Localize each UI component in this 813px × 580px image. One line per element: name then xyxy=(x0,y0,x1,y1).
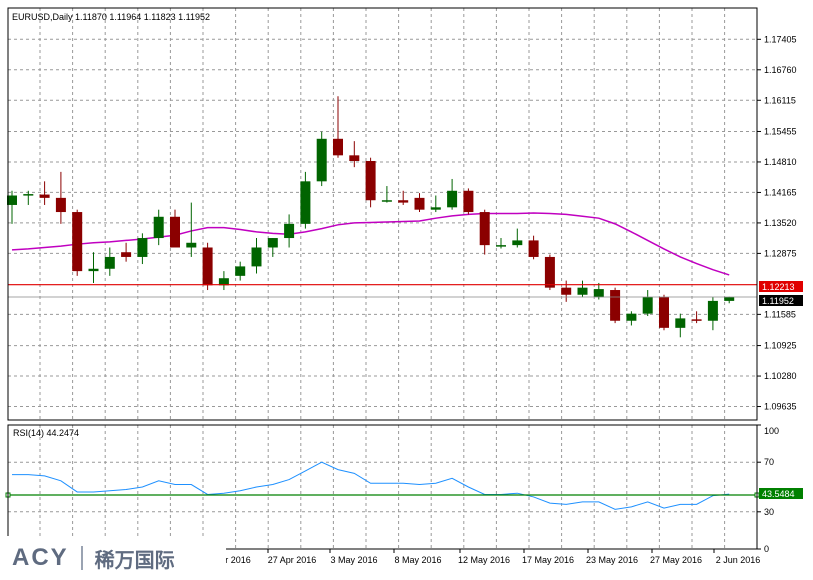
candle-body xyxy=(137,238,148,257)
candle-body xyxy=(333,138,343,156)
candle-body xyxy=(153,216,164,239)
candle-body xyxy=(528,240,539,257)
moving-average-line xyxy=(11,212,730,276)
candle-body xyxy=(707,300,718,321)
candle-body xyxy=(7,195,17,205)
candle-body xyxy=(235,266,246,276)
rsi-tick-label: 70 xyxy=(764,457,774,467)
candle-body xyxy=(593,289,604,298)
candle-body xyxy=(577,287,588,295)
broker-logo: ACY 稀万国际 xyxy=(0,536,226,580)
candle-body xyxy=(121,252,132,257)
candle-body xyxy=(512,240,523,246)
current-price-tag xyxy=(759,295,803,306)
price-tick-label: 1.13520 xyxy=(764,218,797,228)
rsi-tick-label: 0 xyxy=(764,544,769,554)
price-tick-label: 1.14165 xyxy=(764,187,797,197)
candle-body xyxy=(544,256,555,288)
candle-body xyxy=(659,297,669,328)
candle-body xyxy=(479,212,490,246)
time-tick-label: 23 May 2016 xyxy=(586,555,638,565)
price-tick-label: 1.10925 xyxy=(764,341,797,351)
candle-body xyxy=(104,256,115,269)
candle-body xyxy=(398,200,409,203)
price-tick-label: 1.09635 xyxy=(764,402,797,412)
logo-separator xyxy=(80,546,83,570)
candle-body xyxy=(316,138,327,182)
candle-body xyxy=(251,247,262,267)
moving-average-layer xyxy=(11,212,730,276)
price-tick-label: 1.10280 xyxy=(764,371,797,381)
candle-body xyxy=(642,297,653,314)
candle-body xyxy=(381,200,392,202)
logo-brand: ACY xyxy=(12,544,69,571)
time-tick-label: r 2016 xyxy=(225,555,251,565)
candle-body xyxy=(55,197,66,213)
price-tick-label: 1.11585 xyxy=(764,309,796,319)
rsi-tick-label: 30 xyxy=(764,507,774,517)
price-tick-label: 1.17405 xyxy=(764,34,797,44)
candle-body xyxy=(561,287,572,295)
price-tick-label: 1.12875 xyxy=(764,248,797,258)
candle-body xyxy=(496,245,506,247)
candle-body xyxy=(39,194,50,198)
candle-body xyxy=(23,194,34,196)
rsi-level-tag xyxy=(759,488,803,499)
candle-body xyxy=(610,290,621,321)
candle-body xyxy=(88,268,99,272)
candle-body xyxy=(430,207,441,210)
price-tick-label: 1.16760 xyxy=(764,65,797,75)
level-price-tag xyxy=(759,281,803,292)
candle-body xyxy=(675,318,686,328)
time-axis: r 2016 27 Apr 2016 3 May 2016 8 May 2016 12 … xyxy=(213,549,761,565)
rsi-grid xyxy=(8,425,757,549)
candle-body xyxy=(447,190,458,208)
main-grid xyxy=(8,8,757,420)
level-price-label: 1.12213 xyxy=(762,282,795,292)
time-tick-label: 2 Jun 2016 xyxy=(716,555,761,565)
main-panel-frame xyxy=(7,7,758,421)
candle-body xyxy=(463,190,474,213)
candle-body xyxy=(724,297,735,301)
candle-body xyxy=(300,181,311,224)
candle-body xyxy=(267,238,278,248)
current-price-label: 1.11952 xyxy=(762,296,794,306)
candlestick-series xyxy=(7,96,735,338)
time-tick-label: 8 May 2016 xyxy=(394,555,441,565)
rsi-title: RSI(14) 44.2474 xyxy=(13,428,79,438)
rsi-panel-frame xyxy=(7,424,758,550)
logo-chinese-name: 稀万国际 xyxy=(94,547,175,572)
price-tick-label: 1.16115 xyxy=(764,95,796,105)
chart-title: EURUSD,Daily 1.11870 1.11964 1.11823 1.1… xyxy=(12,12,210,22)
candle-body xyxy=(691,319,702,321)
time-tick-label: 27 Apr 2016 xyxy=(268,555,317,565)
time-tick-label: 17 May 2016 xyxy=(522,555,574,565)
candle-body xyxy=(284,223,295,239)
candle-body xyxy=(626,313,637,321)
candle-body xyxy=(72,212,83,272)
price-tick-label: 1.14810 xyxy=(764,157,797,167)
candle-body xyxy=(349,155,360,162)
candle-body xyxy=(170,216,180,248)
time-tick-label: 27 May 2016 xyxy=(650,555,702,565)
rsi-line xyxy=(12,461,730,510)
rsi-tick-label: 100 xyxy=(764,426,779,436)
time-tick-label: 3 May 2016 xyxy=(330,555,377,565)
candle-body xyxy=(186,242,197,248)
level-lines xyxy=(8,284,757,298)
time-tick-label: 12 May 2016 xyxy=(458,555,510,565)
rsi-level-label: 43.5484 xyxy=(762,489,795,499)
price-axis: 1.17405 1.16760 1.16115 1.15455 1.14810 1.141… xyxy=(757,34,797,554)
candle-body xyxy=(365,161,376,201)
candle-body xyxy=(414,197,425,210)
candle-body xyxy=(202,247,213,286)
candle-body xyxy=(218,278,229,286)
price-tick-label: 1.15455 xyxy=(764,126,797,136)
